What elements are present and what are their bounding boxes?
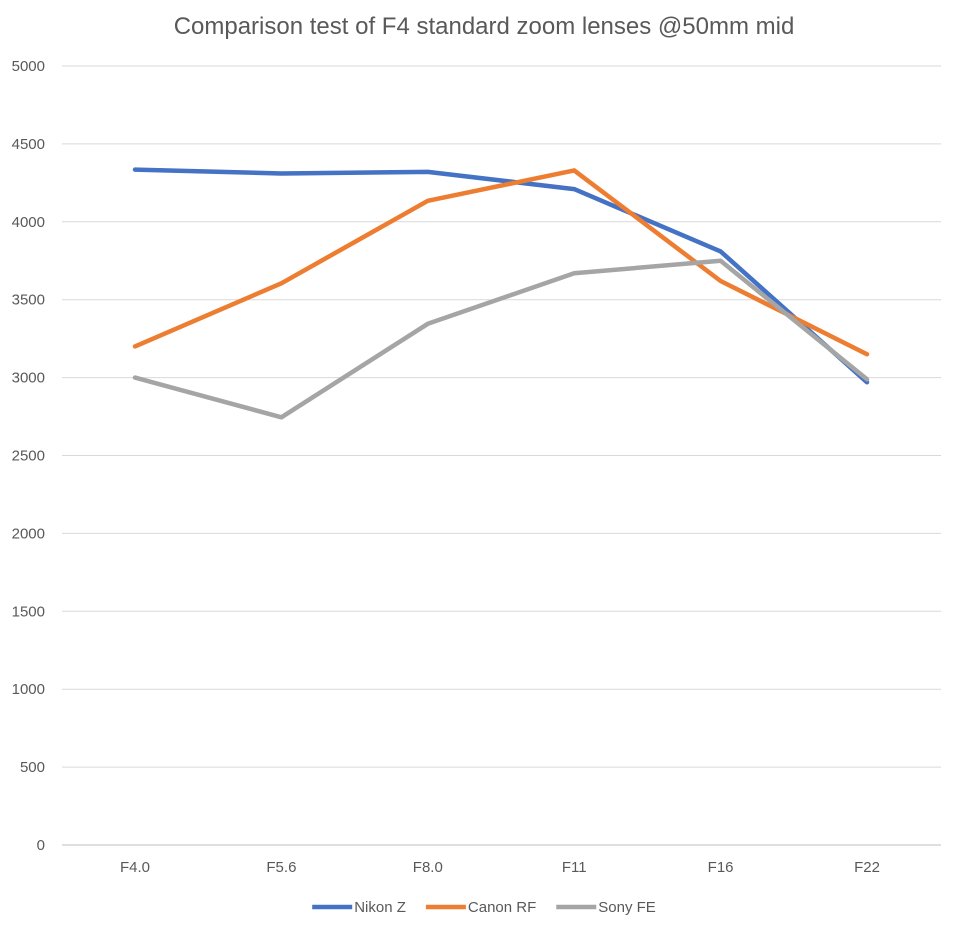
y-tick-label: 0 bbox=[37, 837, 45, 854]
series-lines bbox=[132, 167, 870, 420]
y-axis-tick-labels: 0 500 1000 1500 2000 2500 3000 3500 4000 4500 5000 bbox=[12, 58, 45, 854]
x-tick-label: F5.6 bbox=[266, 859, 296, 876]
y-tick-label: 1500 bbox=[12, 603, 45, 620]
y-tick-label: 1000 bbox=[12, 681, 45, 698]
y-tick-label: 2500 bbox=[12, 448, 45, 465]
y-tick-label: 4000 bbox=[12, 214, 45, 231]
gridlines bbox=[62, 65, 941, 846]
series-line-sony-fe bbox=[132, 258, 870, 420]
series-line-nikon-z bbox=[132, 167, 870, 385]
y-tick-label: 3500 bbox=[12, 292, 45, 309]
x-tick-label: F11 bbox=[562, 859, 587, 876]
x-axis-tick-labels: F4.0 F5.6 F8.0 F11 F16 F22 bbox=[120, 859, 880, 876]
series-line-canon-rf bbox=[132, 168, 870, 357]
y-tick-label: 4500 bbox=[12, 136, 45, 153]
y-tick-label: 2000 bbox=[12, 525, 45, 542]
y-tick-label: 3000 bbox=[12, 370, 45, 387]
legend-item-nikon-z[interactable]: Nikon Z bbox=[312, 899, 406, 916]
legend-label: Canon RF bbox=[468, 899, 536, 916]
chart-title: Comparison test of F4 standard zoom lens… bbox=[174, 13, 795, 40]
y-tick-label: 5000 bbox=[12, 58, 45, 75]
x-tick-label: F4.0 bbox=[120, 859, 150, 876]
legend-label: Sony FE bbox=[598, 899, 656, 916]
legend: Nikon Z Canon RF Sony FE bbox=[312, 899, 656, 916]
x-tick-label: F16 bbox=[708, 859, 734, 876]
legend-item-canon-rf[interactable]: Canon RF bbox=[425, 899, 536, 916]
x-tick-label: F8.0 bbox=[413, 859, 443, 876]
y-tick-label: 500 bbox=[20, 759, 45, 776]
legend-label: Nikon Z bbox=[354, 899, 406, 916]
x-tick-label: F22 bbox=[854, 859, 880, 876]
legend-item-sony-fe[interactable]: Sony FE bbox=[556, 899, 656, 916]
